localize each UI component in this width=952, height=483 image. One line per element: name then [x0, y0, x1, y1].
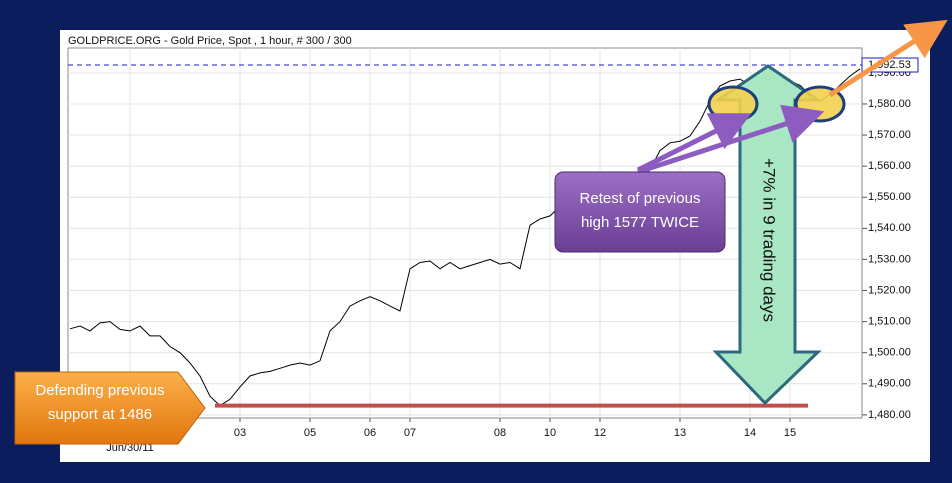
x-tick-label: 10: [544, 427, 556, 439]
support-callout: [14, 371, 206, 445]
price-line: [69, 68, 861, 407]
x-tick-label: 06: [364, 427, 376, 439]
x-tick-label: 15: [784, 427, 796, 439]
retest-marker: [707, 85, 759, 123]
chart-title: GOLDPRICE.ORG - Gold Price, Spot , 1 hou…: [68, 35, 352, 47]
y-tick-label: 1,550.00: [868, 191, 911, 203]
gain-text: +7% in 9 trading days: [760, 158, 779, 322]
arrow: [637, 104, 825, 175]
retest-text: high 1577 TWICE: [581, 214, 699, 231]
x-tick-label: 13: [674, 427, 686, 439]
y-tick-label: 1,540.00: [868, 222, 911, 234]
x-tick-label: 14: [744, 427, 756, 439]
y-tick-label: 1,560.00: [868, 160, 911, 172]
retest-box: [554, 171, 726, 253]
x-tick-label: 12: [594, 427, 606, 439]
arrow: [636, 113, 752, 173]
x-tick-label: 07: [404, 427, 416, 439]
arrow: [828, 19, 948, 98]
y-tick-label: 1,580.00: [868, 98, 911, 110]
retest-text: Retest of previous: [580, 190, 701, 207]
x-tick-label: 08: [494, 427, 506, 439]
plot-frame: [67, 47, 863, 419]
x-tick-label: Jun/30/11: [106, 442, 154, 454]
support-text: Defending previous: [35, 382, 164, 399]
y-tick-label: 1,510.00: [868, 316, 911, 328]
x-tick-label: 03: [234, 427, 246, 439]
y-tick-label: 1,480.00: [868, 409, 911, 421]
y-tick-label: 1,520.00: [868, 284, 911, 296]
y-tick-label: 1,570.00: [868, 129, 911, 141]
y-tick-label: 1,530.00: [868, 253, 911, 265]
y-tick-label: 1,490.00: [868, 378, 911, 390]
x-tick-label: 05: [304, 427, 316, 439]
support-text: support at 1486: [48, 406, 152, 423]
y-tick-label: 1,500.00: [868, 347, 911, 359]
